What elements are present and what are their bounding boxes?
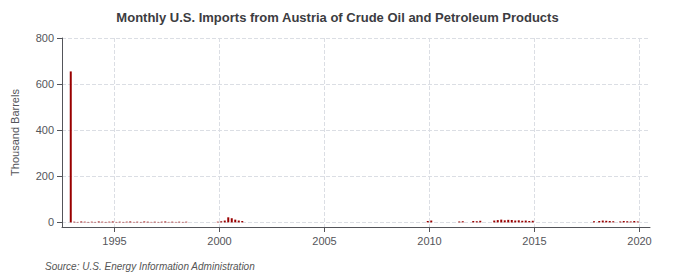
svg-text:600: 600 — [36, 78, 54, 90]
svg-text:Source: U.S. Energy Informatio: Source: U.S. Energy Information Administ… — [45, 261, 255, 272]
svg-text:2015: 2015 — [522, 235, 546, 247]
svg-text:Monthly U.S. Imports from Aust: Monthly U.S. Imports from Austria of Cru… — [116, 10, 558, 25]
svg-text:2005: 2005 — [312, 235, 336, 247]
svg-text:1995: 1995 — [102, 235, 126, 247]
svg-text:2010: 2010 — [417, 235, 441, 247]
svg-text:200: 200 — [36, 170, 54, 182]
svg-text:400: 400 — [36, 124, 54, 136]
svg-text:800: 800 — [36, 32, 54, 44]
svg-text:2000: 2000 — [207, 235, 231, 247]
svg-text:2020: 2020 — [627, 235, 651, 247]
svg-text:Thousand Barrels: Thousand Barrels — [9, 89, 21, 176]
svg-text:0: 0 — [48, 216, 54, 228]
